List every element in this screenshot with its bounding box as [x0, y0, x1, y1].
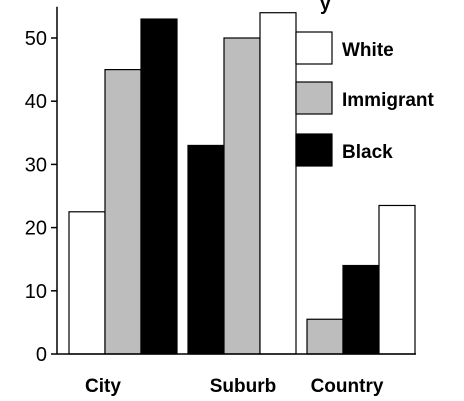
y-tick-label-20: 20 — [25, 218, 47, 240]
bar-city-immigrant — [104, 68, 142, 355]
bar-suburb-immigrant — [223, 37, 261, 355]
bar-country-immigrant — [306, 318, 344, 355]
bar-country-white — [378, 204, 416, 355]
category-labels: City Suburb Country — [85, 376, 384, 397]
y-tick-label-10: 10 — [25, 281, 47, 303]
bar-suburb-white — [259, 12, 297, 355]
y-tick-label-40: 40 — [25, 91, 47, 113]
legend-label-white: White — [342, 40, 394, 61]
bar-city-black — [140, 18, 178, 355]
legend-label-immigrant: Immigrant — [342, 90, 435, 111]
bar-city-white — [68, 211, 106, 355]
legend-label-black: Black — [342, 142, 393, 163]
chart-title-fragment: y — [320, 0, 331, 15]
category-label-country: Country — [311, 376, 384, 397]
bar-country-black — [342, 264, 380, 355]
y-tick-label-0: 0 — [36, 344, 47, 366]
y-tick-label-30: 30 — [25, 154, 47, 176]
legend-swatch-black — [295, 133, 333, 167]
legend-swatch-white — [295, 31, 333, 65]
bar-suburb-black — [187, 144, 225, 355]
bars-group — [68, 12, 416, 355]
legend: White Immigrant Black — [295, 31, 435, 167]
category-label-suburb: Suburb — [210, 376, 277, 397]
category-label-city: City — [85, 376, 121, 397]
y-tick-label-50: 50 — [25, 28, 47, 50]
y-axis: 0 10 20 30 40 50 — [25, 6, 416, 366]
legend-swatch-immigrant — [295, 81, 333, 115]
